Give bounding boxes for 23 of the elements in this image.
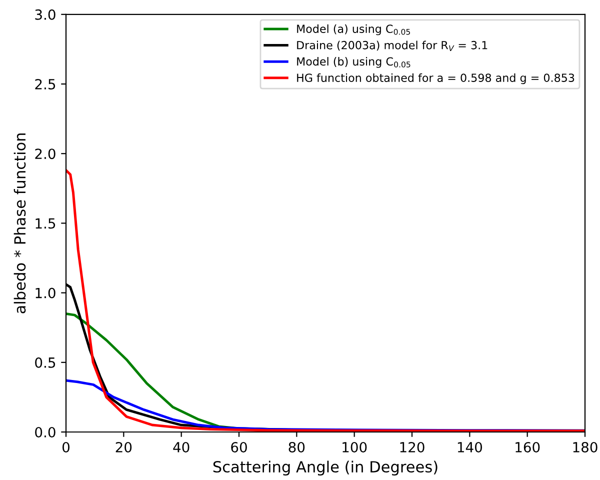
x-tick-label: 180 [573, 442, 598, 452]
y-tick-label: 0.5 [35, 357, 56, 368]
legend-label: HG function obtained for a = 0.598 and g = 0.853 [297, 73, 574, 84]
x-tick-label: 100 [342, 442, 367, 452]
legend-label: Model (b) using C$_{0.05}$ [297, 57, 410, 68]
x-tick-label: 160 [516, 442, 540, 452]
y-tick-label: 2.5 [35, 78, 56, 90]
x-tick-label: 60 [231, 442, 247, 452]
y-axis-title: albedo * Phase function [14, 134, 26, 314]
x-axis-title: Scattering Angle (in Degrees) [213, 460, 438, 476]
x-tick-label: 80 [288, 442, 305, 452]
y-tick-label: 2.0 [35, 148, 56, 160]
x-tick-label: 120 [400, 442, 424, 452]
y-tick-label: 1.5 [36, 218, 56, 229]
x-tick-label: 20 [116, 442, 132, 452]
y-tick-label: 1.0 [36, 288, 56, 298]
y-tick-label: 0.0 [35, 426, 56, 438]
legend-label: Draine (2003a) model for R$_{V}$ = 3.1 [297, 40, 488, 51]
x-tick-label: 40 [173, 442, 190, 452]
legend-label: Model (a) using C$_{0.05}$ [297, 24, 410, 36]
y-tick-label: 3.0 [35, 9, 56, 20]
x-tick-label: 0 [62, 442, 70, 452]
x-tick-label: 140 [458, 442, 482, 452]
